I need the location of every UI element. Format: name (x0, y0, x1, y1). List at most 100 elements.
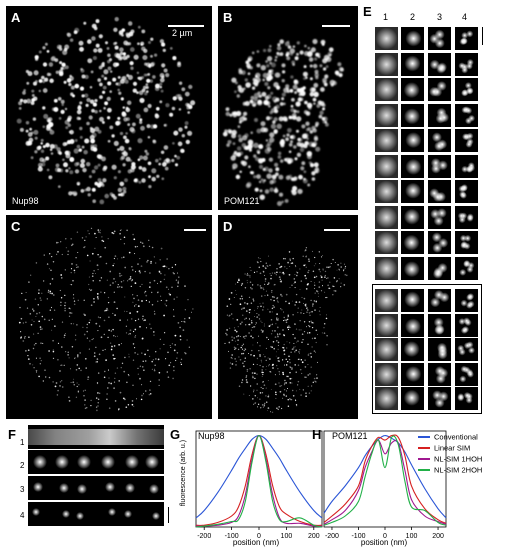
fluorescent-spots (224, 247, 348, 414)
panel-d-label: D (223, 219, 233, 234)
gallery-cell-image (405, 318, 421, 335)
gallery-cell (455, 257, 478, 280)
gallery-cell (401, 257, 424, 280)
gallery-cell (428, 78, 451, 101)
strip-row (28, 502, 164, 526)
gallery-cell (401, 338, 424, 361)
panel-f-label: F (8, 427, 16, 442)
gallery-cell-image (430, 289, 450, 308)
legend-label: NL-SIM 1HOH (434, 454, 483, 464)
gallery-cell-image (375, 338, 398, 361)
gallery-cell (401, 104, 424, 127)
legend-label: NL-SIM 2HOH (434, 465, 483, 475)
gallery-cell (375, 338, 398, 361)
gallery-cell (455, 180, 478, 203)
gallery-cell-image (461, 162, 476, 173)
panel-g-chart: fluorescence (arb. u.) Nup98 position (n… (180, 430, 323, 547)
gallery-cell-image (437, 342, 448, 360)
gallery-cell (375, 180, 398, 203)
gallery-cell (428, 231, 451, 254)
legend-entry: Conventional (418, 428, 478, 441)
panel-e-col-1: 1 (383, 12, 389, 22)
gallery-cell (428, 257, 451, 280)
gallery-cell-image (457, 212, 474, 224)
gallery-cell (375, 289, 398, 312)
strip-row (28, 476, 164, 500)
gallery-cell (455, 363, 478, 386)
gallery-cell-image (375, 129, 398, 152)
gallery-cell (455, 338, 478, 361)
gallery-cell (401, 155, 424, 178)
gallery-cell-image (459, 234, 472, 250)
gallery-cell-image (403, 234, 420, 251)
gallery-cell-image (403, 208, 420, 225)
gallery-cell-image (375, 78, 398, 101)
panel-f-row-1-label: 1 (20, 438, 25, 447)
panel-e-col-3: 3 (437, 12, 443, 22)
panel-g-title: Nup98 (198, 431, 225, 441)
panel-e-label: E (363, 4, 372, 19)
gallery-cell (375, 104, 398, 127)
gallery-cell-image (430, 158, 448, 174)
series-line-nl-sim-1hoh (195, 435, 323, 527)
gallery-cell-image (404, 108, 420, 125)
plot-frame (195, 430, 323, 528)
gallery-cell (375, 257, 398, 280)
gallery-cell (401, 314, 424, 337)
gallery-cell (428, 180, 451, 203)
panel-f-row-2-label: 2 (20, 461, 25, 470)
strip-row (28, 450, 164, 474)
x-tick-label: -100 (225, 533, 239, 540)
panel-b-label: B (223, 10, 233, 25)
series-line-linear-sim (195, 435, 323, 527)
gallery-cell (428, 289, 451, 312)
panel-f-row-3-label: 3 (20, 485, 25, 494)
strip-row (28, 425, 164, 449)
x-tick-label: -200 (325, 533, 339, 540)
panel-a-image: A 2 µm Nup98 (6, 6, 212, 210)
gallery-cell-image (461, 82, 474, 97)
gallery-cell-image (431, 232, 449, 253)
gallery-cell (455, 387, 478, 410)
panel-b-scalebar (322, 25, 350, 27)
x-tick-label: 200 (432, 533, 444, 540)
gallery-cell (375, 314, 398, 337)
gallery-cell-image (405, 182, 422, 199)
panel-b-tag: POM121 (224, 196, 260, 206)
gallery-cell-image (405, 30, 422, 47)
gallery-cell-image (432, 262, 448, 279)
fluorescent-spots (222, 38, 344, 207)
gallery-cell-image (375, 363, 398, 386)
x-tick-label: 0 (383, 533, 387, 540)
gallery-cell (401, 53, 424, 76)
gallery-cell-image (430, 208, 447, 226)
legend-swatch (418, 436, 430, 438)
x-tick-label: 200 (308, 533, 320, 540)
gallery-cell-image (375, 289, 398, 312)
gallery-cell-image (432, 390, 449, 408)
x-tick-label: -100 (351, 533, 365, 540)
panel-a-label: A (11, 10, 21, 25)
gallery-cell-image (429, 188, 446, 202)
gallery-cell-image (375, 257, 398, 280)
panel-h-label: H (312, 427, 322, 442)
panel-f-scalebar (168, 507, 169, 523)
gallery-cell (428, 338, 451, 361)
gallery-cell-image (405, 366, 422, 382)
gallery-cell (428, 129, 451, 152)
panel-f-strips (28, 425, 164, 526)
gallery-cell (375, 363, 398, 386)
gallery-cell-image (404, 55, 421, 72)
gallery-cell-image (458, 184, 468, 199)
gallery-cell-image (459, 259, 475, 276)
gallery-cell (375, 78, 398, 101)
panel-e-col-2: 2 (410, 12, 416, 22)
gallery-cell (455, 314, 478, 337)
gallery-cell-image (375, 206, 398, 229)
gallery-cell (455, 104, 478, 127)
panel-a-scalebar (168, 25, 204, 27)
series-line-conventional (323, 435, 447, 519)
panel-b-micrograph (222, 38, 344, 207)
gallery-cell (455, 231, 478, 254)
